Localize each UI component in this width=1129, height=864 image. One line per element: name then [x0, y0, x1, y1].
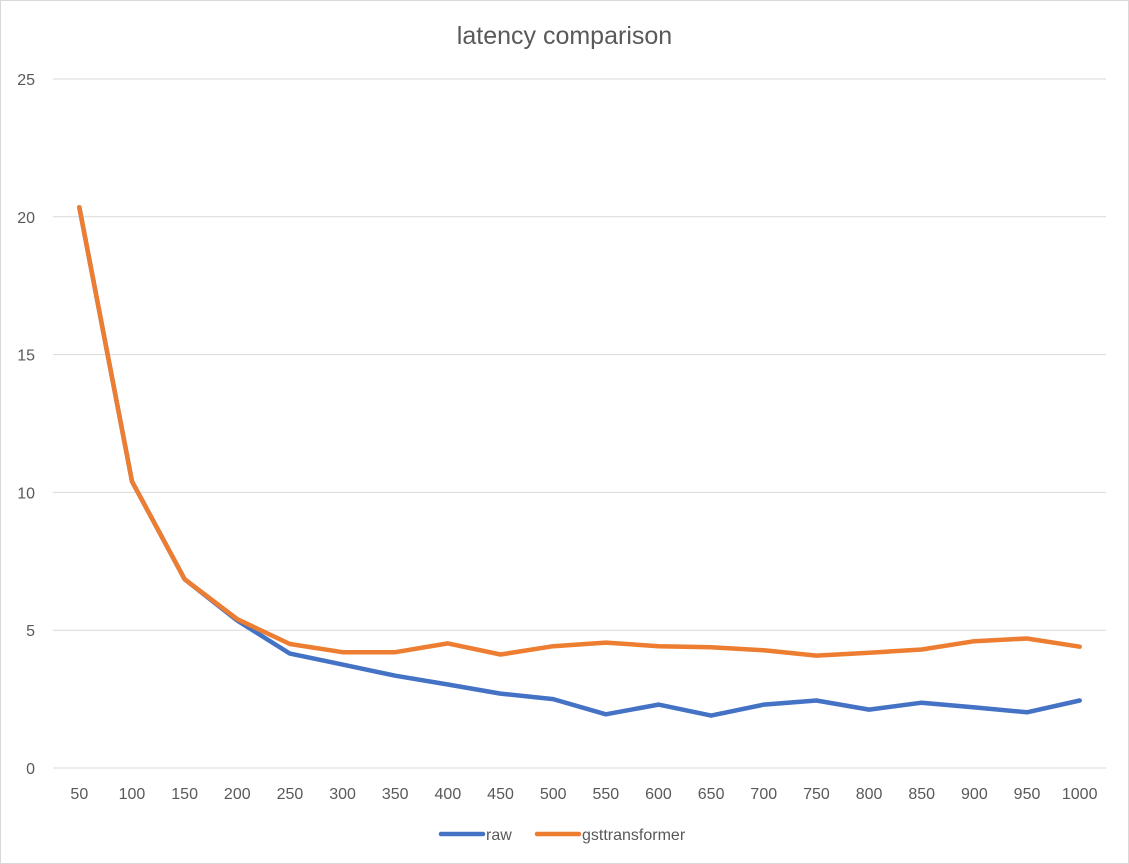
x-tick-label: 550 — [592, 786, 619, 803]
x-tick-label: 600 — [645, 786, 672, 803]
x-tick-label: 250 — [277, 786, 304, 803]
series-lines — [77, 204, 1082, 718]
legend: raw gsttransformer — [438, 827, 686, 844]
x-tick-label: 300 — [329, 786, 356, 803]
x-tick-label: 900 — [961, 786, 988, 803]
x-tick-label: 850 — [908, 786, 935, 803]
y-tick-label: 5 — [26, 623, 35, 640]
y-tick-label: 20 — [17, 210, 35, 227]
x-tick-label: 950 — [1014, 786, 1041, 803]
legend-label-gsttransformer: gsttransformer — [582, 827, 686, 844]
x-tick-label: 50 — [70, 786, 88, 803]
y-tick-label: 0 — [26, 761, 35, 778]
x-tick-label: 1000 — [1062, 786, 1098, 803]
y-tick-label: 10 — [17, 485, 35, 502]
gridlines — [53, 78, 1106, 631]
chart-title: latency comparison — [456, 22, 673, 50]
x-tick-label: 700 — [750, 786, 777, 803]
x-tick-label: 150 — [171, 786, 198, 803]
x-tick-label: 100 — [119, 786, 146, 803]
series-line-raw — [77, 204, 1082, 718]
x-tick-label: 800 — [856, 786, 883, 803]
y-tick-label: 15 — [17, 348, 35, 365]
y-axis-tick-labels: 0 5 10 15 20 25 — [17, 72, 35, 778]
x-tick-label: 350 — [382, 786, 409, 803]
x-axis-tick-labels: 50 100 150 200 250 300 350 400 450 500 550 600 650 70… — [70, 786, 1097, 803]
y-tick-label: 25 — [17, 72, 35, 89]
x-tick-label: 200 — [224, 786, 251, 803]
series-line-gsttransformer — [77, 204, 1082, 658]
x-tick-label: 400 — [435, 786, 462, 803]
x-tick-label: 450 — [487, 786, 514, 803]
x-tick-label: 500 — [540, 786, 567, 803]
x-tick-label: 650 — [698, 786, 725, 803]
legend-label-raw: raw — [486, 827, 512, 844]
x-tick-label: 750 — [803, 786, 830, 803]
